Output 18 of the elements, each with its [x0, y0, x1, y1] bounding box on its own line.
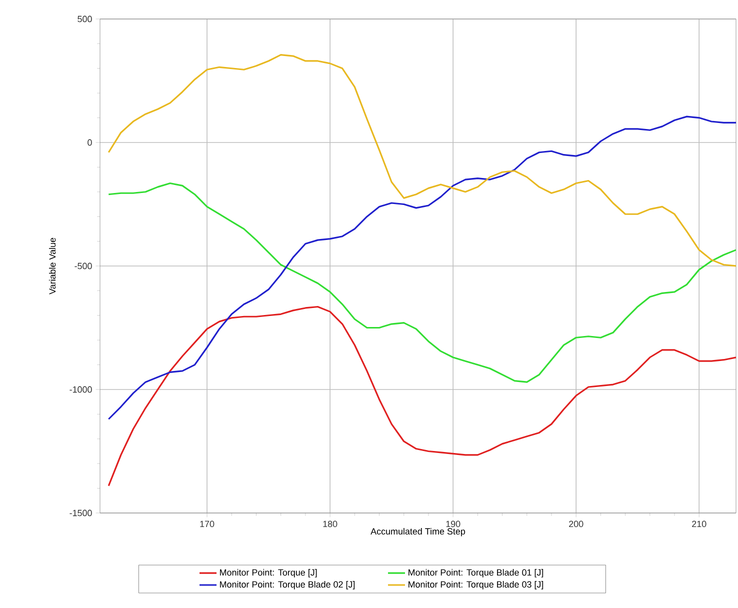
line-series	[108, 54, 736, 267]
legend-label: Monitor Point: Torque Blade 02 [J]	[220, 581, 355, 590]
x-tick-label: 180	[323, 520, 338, 528]
x-axis-title: Accumulated Time Step	[370, 528, 466, 536]
y-axis-title: Variable Value	[49, 238, 56, 294]
line-series	[108, 116, 736, 420]
legend-label: Monitor Point: Torque [J]	[220, 569, 317, 578]
x-tick-label: 170	[200, 520, 214, 528]
legend-label: Monitor Point: Torque Blade 01 [J]	[408, 569, 544, 578]
x-tick-label: 190	[446, 520, 460, 528]
y-tick-label: -1500	[70, 510, 92, 516]
y-tick-label: 0	[88, 139, 92, 146]
y-tick-label: 500	[78, 16, 92, 22]
y-tick-label: -500	[74, 262, 92, 270]
y-tick-label: -1000	[70, 386, 92, 393]
legend-label: Monitor Point: Torque Blade 03 [J]	[408, 581, 544, 590]
x-tick-label: 200	[569, 520, 584, 528]
x-tick-label: 210	[692, 520, 706, 528]
